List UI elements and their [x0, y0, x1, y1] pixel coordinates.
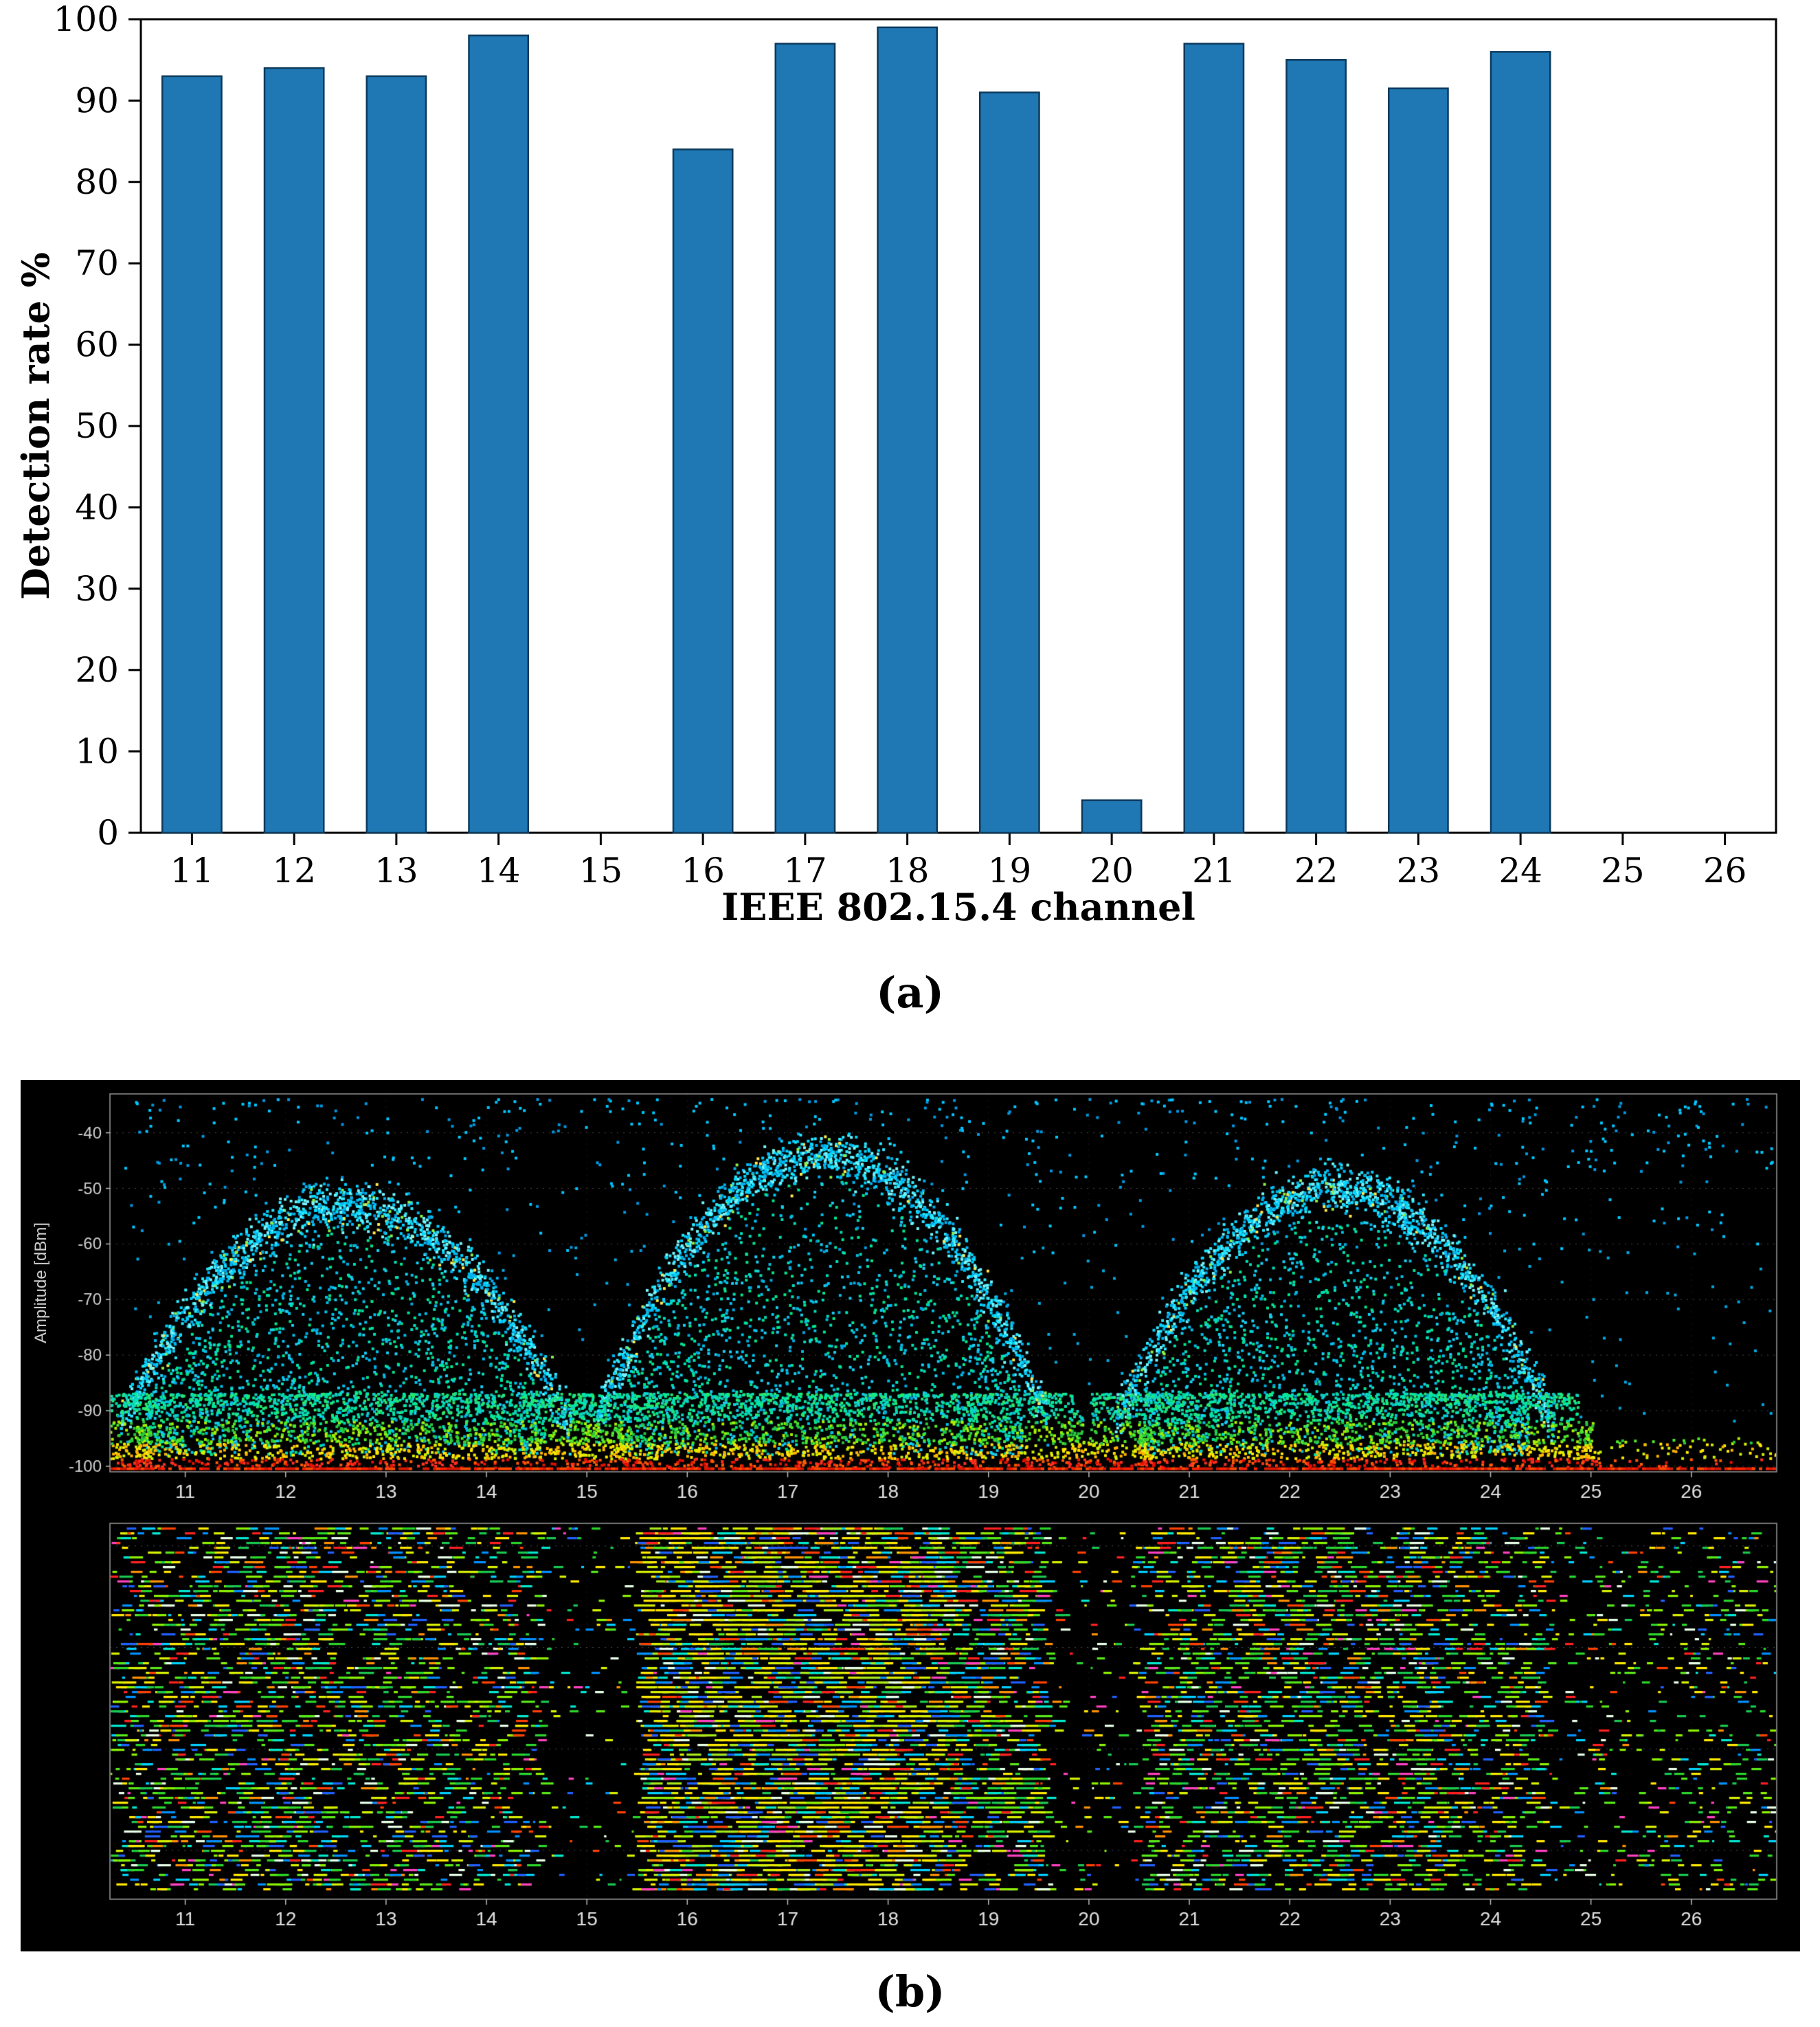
bar-channel-18 — [877, 26, 939, 834]
y-tick-label: 80 — [75, 162, 119, 202]
bar-chart: 0 10 20 30 40 50 60 70 80 90 100 11 12 13 14 15 16 17 18 19… — [54, 0, 1777, 891]
x-tick-label: 15 — [579, 851, 623, 891]
bar-channel-17 — [774, 43, 836, 834]
bar-channel-11 — [161, 75, 223, 834]
bar-channel-12 — [263, 67, 325, 834]
x-tick-label: 17 — [783, 851, 827, 891]
x-tick-label: 20 — [1090, 851, 1134, 891]
bar-channel-22 — [1285, 58, 1347, 834]
bar-channel-16 — [672, 148, 734, 834]
channel-axis-label: IEEE 802.15.4 channel — [721, 885, 1195, 929]
x-tick-label: 25 — [1601, 851, 1645, 891]
spectrum-analyzer-panel: Amplitude [dBm] — [21, 1080, 1800, 1951]
y-tick-label: 60 — [75, 325, 119, 365]
caption-a: (a) — [876, 967, 944, 1018]
y-tick-label: 20 — [75, 650, 119, 690]
x-tick-label: 21 — [1192, 851, 1236, 891]
bar-chart-plot: 0 10 20 30 40 50 60 70 80 90 100 11 12 13 14 15 16 17 18 19… — [54, 0, 1777, 891]
bar-channel-14 — [468, 34, 530, 834]
x-tick-label: 22 — [1294, 851, 1338, 891]
bar-channel-21 — [1183, 43, 1245, 834]
y-tick-label: 50 — [75, 406, 119, 446]
caption-b: (b) — [875, 1967, 945, 2017]
bar-channel-24 — [1490, 51, 1551, 834]
spectrum-waterfall-canvas — [21, 1080, 1800, 1951]
x-tick-label: 23 — [1397, 851, 1441, 891]
x-tick-label: 16 — [681, 851, 725, 891]
amplitude-axis-label: Amplitude [dBm] — [32, 1222, 50, 1344]
bar-channel-20 — [1081, 799, 1143, 834]
bar-channel-13 — [366, 75, 427, 834]
y-tick-label: 10 — [75, 732, 119, 772]
y-tick-label: 70 — [75, 243, 119, 283]
x-tick-label: 19 — [988, 851, 1032, 891]
y-tick-label: 100 — [54, 0, 119, 39]
x-tick-label: 24 — [1498, 851, 1542, 891]
x-tick-label: 13 — [374, 851, 418, 891]
x-tick-label: 12 — [272, 851, 316, 891]
x-tick-label: 11 — [170, 851, 214, 891]
bar-channel-19 — [978, 91, 1040, 834]
y-tick-label: 0 — [97, 813, 119, 853]
y-tick-label: 30 — [75, 569, 119, 609]
y-tick-label: 40 — [75, 487, 119, 527]
bar-channel-23 — [1387, 87, 1449, 834]
x-tick-label: 14 — [477, 851, 521, 891]
detection-rate-axis-label: Detection rate % — [14, 252, 58, 600]
x-tick-label: 26 — [1703, 851, 1747, 891]
x-tick-label: 18 — [886, 851, 930, 891]
y-tick-label: 90 — [75, 80, 119, 120]
